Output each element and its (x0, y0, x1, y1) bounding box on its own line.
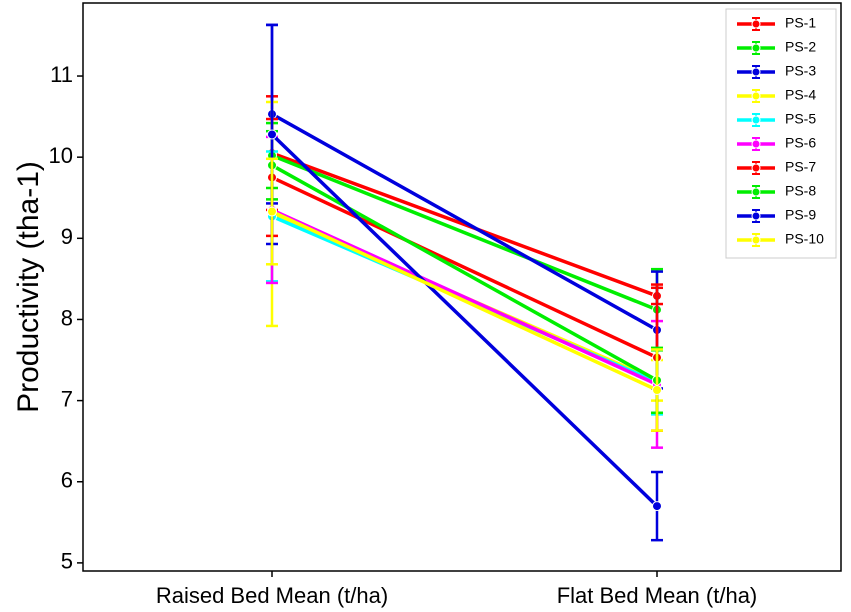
legend-swatch-marker (751, 19, 761, 29)
legend-item: PS-10 (737, 231, 824, 247)
legend-swatch-marker (751, 139, 761, 149)
series-ps-4 (266, 100, 663, 402)
legend-label: PS-9 (785, 207, 816, 223)
legend-swatch-marker (751, 211, 761, 221)
legend-label: PS-5 (785, 111, 816, 127)
series-line (271, 208, 658, 386)
y-tick-label: 9 (61, 224, 73, 249)
legend-item: PS-8 (737, 183, 816, 199)
legend-item: PS-9 (737, 207, 816, 223)
legend-label: PS-2 (785, 39, 816, 55)
y-axis: 5 6 7 8 9 10 11 (49, 62, 83, 574)
x-tick-label: Raised Bed Mean (t/ha) (156, 583, 388, 608)
legend-item: PS-6 (737, 135, 816, 151)
legend-label: PS-3 (785, 63, 816, 79)
series-line (270, 133, 659, 508)
legend-item: PS-3 (737, 63, 816, 79)
y-tick-label: 10 (49, 143, 73, 168)
data-point (652, 501, 662, 512)
y-tick-label: 11 (50, 62, 73, 87)
y-tick-label: 6 (61, 468, 73, 493)
x-tick-label: Flat Bed Mean (t/ha) (557, 583, 758, 608)
series-line (271, 175, 658, 360)
legend-label: PS-10 (785, 231, 824, 247)
legend-item: PS-2 (737, 39, 816, 55)
legend-item: PS-5 (737, 111, 816, 127)
data-point (267, 206, 277, 217)
legend-swatch-marker (751, 235, 761, 245)
legend-label: PS-1 (785, 15, 816, 31)
legend-item: PS-7 (737, 159, 816, 175)
series-ps-9 (266, 23, 663, 542)
legend-item: PS-1 (737, 15, 816, 31)
legend-label: PS-7 (785, 159, 816, 175)
series-line (271, 151, 658, 298)
series-line (271, 153, 658, 312)
series-ps-6 (266, 135, 663, 449)
plot-frame (82, 2, 842, 572)
series-line (271, 163, 658, 382)
series-line (271, 209, 658, 392)
chart-marks (266, 23, 663, 542)
series-ps-5 (266, 150, 663, 416)
data-point (267, 129, 277, 140)
legend-swatch-marker (751, 115, 761, 125)
legend-label: PS-4 (785, 87, 816, 103)
series-line (271, 112, 658, 332)
data-point (652, 385, 662, 396)
y-tick-label: 7 (61, 386, 73, 411)
y-axis-title: Productivity (tha-1) (12, 161, 45, 413)
legend-swatch-marker (751, 187, 761, 197)
legend-label: PS-8 (785, 183, 816, 199)
legend-swatch-marker (751, 91, 761, 101)
legend-swatch-marker (751, 67, 761, 77)
legend-label: PS-6 (785, 135, 816, 151)
y-tick-label: 5 (61, 549, 73, 574)
legend-swatch-marker (751, 163, 761, 173)
legend: PS-1 PS-2 PS-3 PS-4 PS-5 PS-6 PS-7 PS-8 PS-9 PS-1… (725, 8, 837, 259)
y-tick-label: 8 (61, 305, 73, 330)
series-ps-10 (266, 157, 663, 432)
x-axis: Raised Bed Mean (t/ha) Flat Bed Mean (t/h… (156, 571, 757, 608)
legend-item: PS-4 (737, 87, 816, 103)
legend-swatch-marker (751, 43, 761, 53)
